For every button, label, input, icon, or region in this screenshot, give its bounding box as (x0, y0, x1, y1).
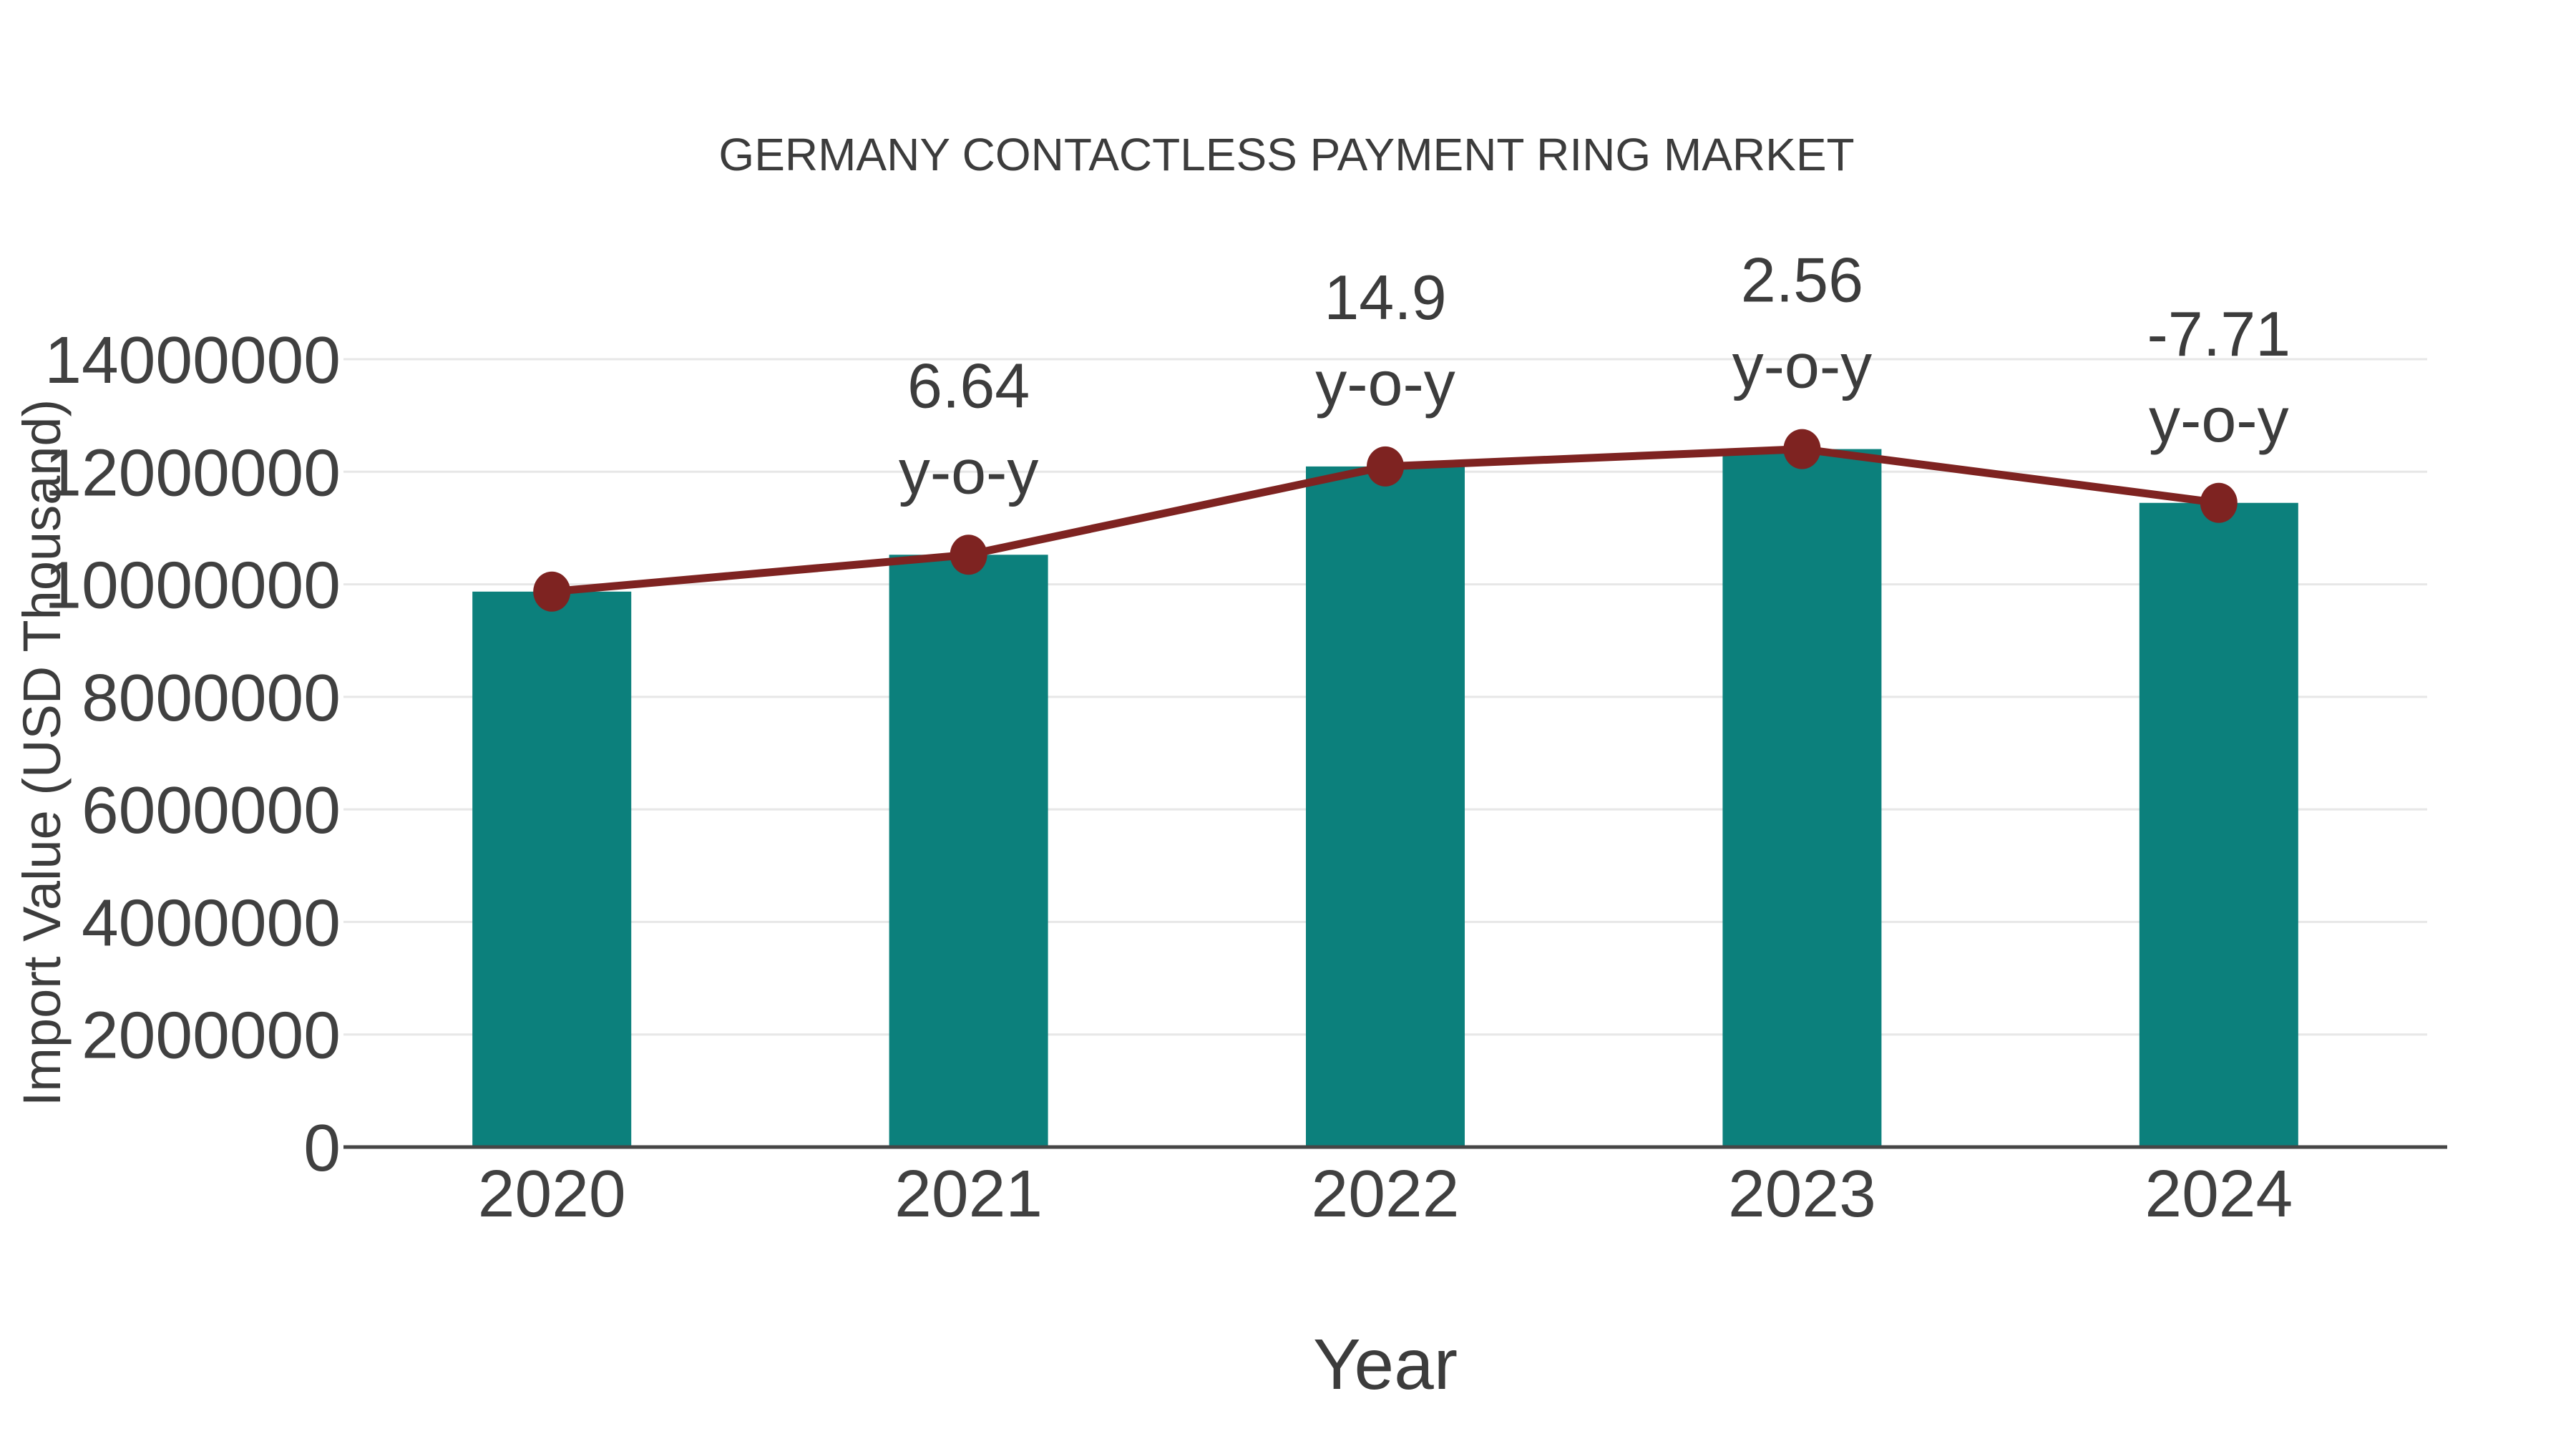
x-tick-label-2020: 2020 (478, 1156, 626, 1231)
bar-2022 (1306, 466, 1465, 1147)
data-point-2024 (2200, 482, 2238, 523)
annotation-label-2023: y-o-y (1732, 331, 1873, 401)
annotation-value-2023: 2.56 (1741, 245, 1863, 316)
annotation-value-2022: 14.9 (1324, 262, 1446, 333)
annotation-label-2024: y-o-y (2149, 384, 2289, 455)
bar-2024 (2139, 502, 2298, 1147)
annotation-label-2021: y-o-y (899, 436, 1039, 507)
annotation-label-2022: y-o-y (1315, 348, 1455, 419)
x-tick-label-2023: 2023 (1728, 1156, 1876, 1231)
line-series (533, 429, 2238, 612)
x-tick-label-2022: 2022 (1312, 1156, 1460, 1231)
data-point-2020 (533, 571, 571, 612)
bar-series (472, 449, 2298, 1147)
y-tick-label: 4000000 (82, 885, 341, 960)
y-axis-title: Import Value (USD Thousand) (12, 399, 72, 1107)
data-point-2021 (950, 535, 987, 575)
y-tick-label: 14000000 (44, 323, 341, 397)
bar-2020 (472, 591, 632, 1147)
x-tick-label-2024: 2024 (2145, 1156, 2293, 1231)
annotation-value-2024: -7.71 (2147, 298, 2291, 369)
y-tick-label: 2000000 (82, 998, 341, 1073)
chart-title: GERMANY CONTACTLESS PAYMENT RING MARKET (718, 129, 1854, 180)
annotation-value-2021: 6.64 (907, 350, 1030, 421)
y-tick-labels: 0 2000000 4000000 6000000 8000000 10000000 120… (44, 323, 341, 1185)
y-tick-label: 0 (303, 1111, 341, 1185)
x-tick-labels: 2020 2021 2022 2023 2024 (478, 1156, 2293, 1231)
y-tick-label: 6000000 (82, 773, 341, 847)
x-tick-label-2021: 2021 (894, 1156, 1043, 1231)
bar-2023 (1722, 449, 1882, 1147)
data-point-2023 (1783, 429, 1821, 469)
x-axis-title: Year (1313, 1324, 1458, 1405)
y-tick-label: 12000000 (44, 435, 341, 509)
y-tick-label: 8000000 (82, 660, 341, 735)
bar-2021 (889, 555, 1048, 1147)
y-tick-label: 10000000 (44, 548, 341, 623)
data-point-2022 (1367, 446, 1404, 487)
annotations: 6.64 y-o-y 14.9 y-o-y 2.56 y-o-y -7.71 y-o-y (899, 245, 2290, 507)
